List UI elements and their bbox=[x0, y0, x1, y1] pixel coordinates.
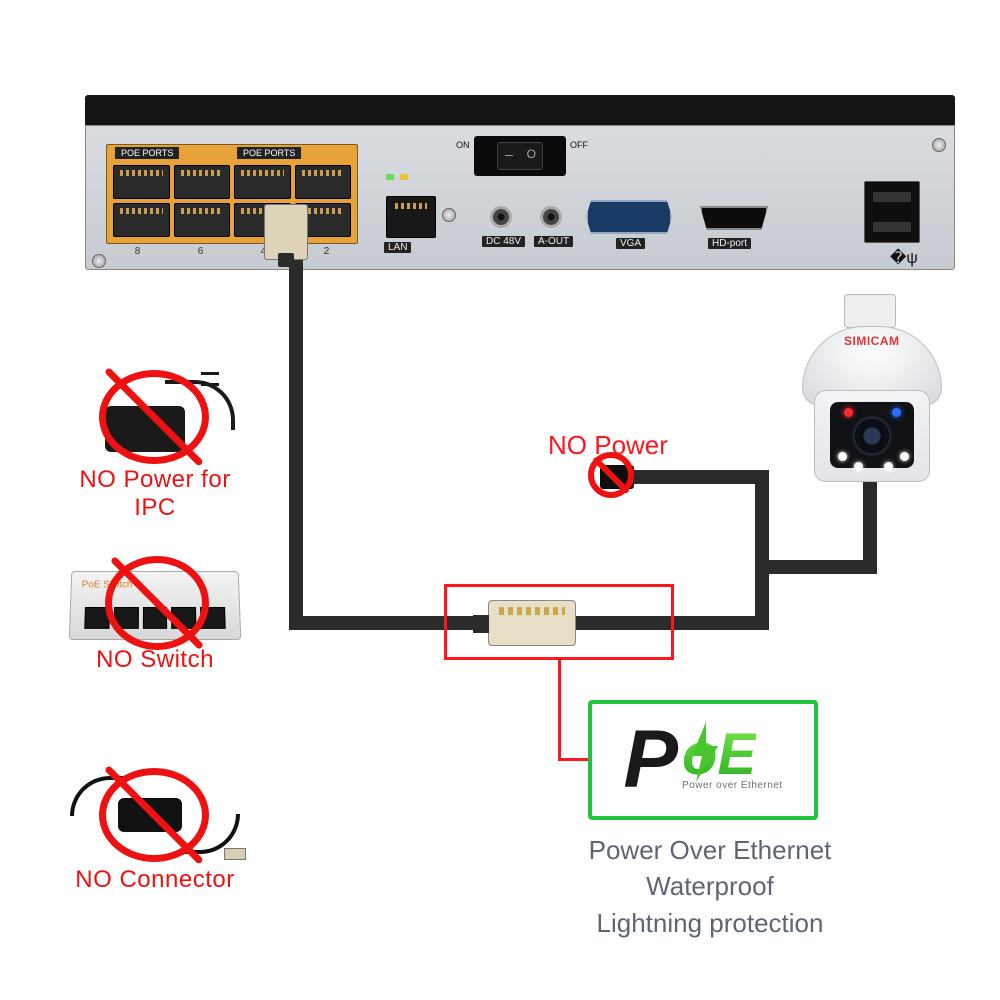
no-power-label: NO Power bbox=[548, 430, 668, 461]
camera-brand: SIMICAM bbox=[844, 334, 900, 348]
poe-caption-line: Lightning protection bbox=[520, 905, 900, 941]
prohibit-icon bbox=[99, 768, 209, 862]
nvr-device: POE PORTS POE PORTS 8 6 4 2 bbox=[85, 95, 955, 270]
hdmi-port bbox=[700, 206, 768, 230]
lan-leds bbox=[386, 174, 436, 180]
rj45-port bbox=[113, 203, 170, 237]
no-power-adapter-item: NO Power for IPC bbox=[55, 370, 255, 522]
callout-line bbox=[558, 660, 561, 760]
vga-port bbox=[586, 200, 672, 234]
poe-ports-label: POE PORTS bbox=[237, 147, 301, 159]
poe-caption: Power Over Ethernet Waterproof Lightning… bbox=[520, 832, 900, 941]
poe-port-bank: POE PORTS POE PORTS bbox=[106, 144, 358, 244]
poe-port-numbers: 8 6 4 2 bbox=[106, 246, 358, 257]
led-icon bbox=[884, 462, 893, 471]
prohibit-icon bbox=[99, 370, 209, 464]
led-icon bbox=[892, 408, 901, 417]
no-switch-item: PoE Switch NO Switch bbox=[55, 570, 255, 674]
nvr-chassis-top bbox=[85, 95, 955, 125]
aout-label: A-OUT bbox=[534, 236, 573, 247]
poe-badge-p: P bbox=[623, 719, 678, 801]
camera-bracket bbox=[844, 294, 896, 328]
no-switch-label: NO Switch bbox=[55, 646, 255, 674]
poe-badge: P oE Power over Ethernet bbox=[588, 700, 818, 820]
lan-label: LAN bbox=[384, 242, 411, 253]
no-connector-label: NO Connector bbox=[55, 866, 255, 894]
poe-ports-label: POE PORTS bbox=[115, 147, 179, 159]
screw-icon bbox=[932, 138, 946, 152]
rocker-icon bbox=[497, 142, 543, 170]
rj45-port bbox=[174, 165, 231, 199]
no-connector-item: NO Connector bbox=[55, 770, 255, 894]
vga-label: VGA bbox=[616, 238, 645, 249]
rj45-port bbox=[174, 203, 231, 237]
ethernet-cable bbox=[755, 470, 769, 630]
led-icon bbox=[854, 462, 863, 471]
poe-caption-line: Waterproof bbox=[520, 868, 900, 904]
lan-port bbox=[386, 196, 436, 238]
ethernet-plug-inserted bbox=[264, 204, 308, 260]
switch-on-label: ON bbox=[456, 140, 470, 150]
usb-icon: �ψ bbox=[890, 248, 918, 268]
audio-out-jack bbox=[540, 206, 562, 228]
poe-caption-line: Power Over Ethernet bbox=[520, 832, 900, 868]
prohibit-icon bbox=[105, 556, 209, 650]
camera-pigtail-cable bbox=[625, 470, 769, 484]
dc-label: DC 48V bbox=[482, 236, 525, 247]
led-icon bbox=[844, 408, 853, 417]
ptz-camera: SIMICAM bbox=[792, 320, 952, 490]
switch-off-label: OFF bbox=[570, 140, 588, 150]
hdmi-label: HD-port bbox=[708, 238, 751, 249]
power-switch bbox=[474, 136, 566, 176]
diagram-canvas: POE PORTS POE PORTS 8 6 4 2 bbox=[0, 0, 1000, 1000]
led-icon bbox=[386, 174, 394, 180]
led-icon bbox=[400, 174, 408, 180]
port-num: 6 bbox=[169, 246, 232, 257]
led-icon bbox=[838, 452, 847, 461]
camera-lens-icon bbox=[852, 416, 892, 456]
usb-ports bbox=[864, 181, 920, 243]
callout-box bbox=[444, 584, 674, 660]
nvr-rear-panel: POE PORTS POE PORTS 8 6 4 2 bbox=[85, 125, 955, 270]
screw-icon bbox=[442, 208, 456, 222]
led-icon bbox=[900, 452, 909, 461]
rj45-port bbox=[113, 165, 170, 199]
screw-icon bbox=[92, 254, 106, 268]
callout-line bbox=[558, 758, 590, 761]
camera-pigtail-cable bbox=[755, 560, 877, 574]
rj45-port bbox=[234, 165, 291, 199]
port-num: 8 bbox=[106, 246, 169, 257]
no-power-adapter-label: NO Power for IPC bbox=[55, 466, 255, 522]
dc-jack bbox=[490, 206, 512, 228]
ethernet-cable bbox=[289, 260, 303, 630]
lightning-icon bbox=[688, 722, 722, 782]
rj45-port bbox=[295, 165, 352, 199]
